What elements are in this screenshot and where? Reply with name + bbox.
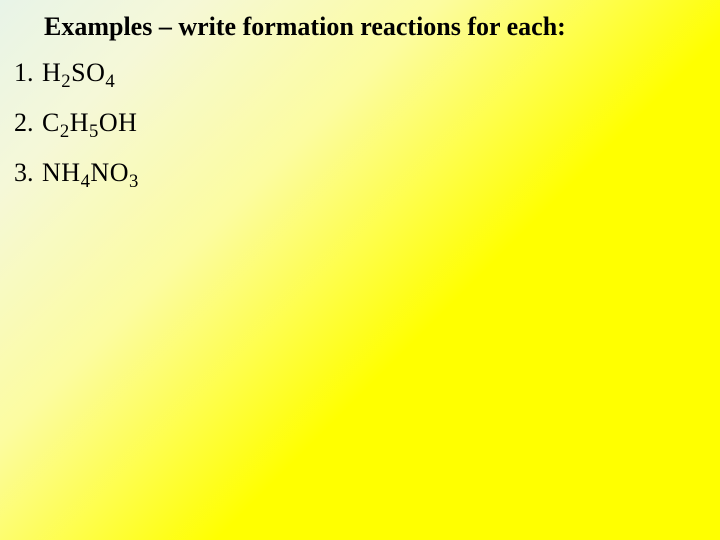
item-number: 3.: [14, 158, 42, 188]
example-list: 1. H2SO4 2. C2H5OH 3. NH4NO3: [14, 58, 139, 208]
item-number: 2.: [14, 108, 42, 138]
list-item: 3. NH4NO3: [14, 158, 139, 188]
list-item: 1. H2SO4: [14, 58, 139, 88]
chemical-formula: H2SO4: [42, 58, 115, 88]
chemical-formula: NH4NO3: [42, 158, 139, 188]
list-item: 2. C2H5OH: [14, 108, 139, 138]
chemical-formula: C2H5OH: [42, 108, 137, 138]
item-number: 1.: [14, 58, 42, 88]
slide-title: Examples – write formation reactions for…: [44, 12, 566, 42]
